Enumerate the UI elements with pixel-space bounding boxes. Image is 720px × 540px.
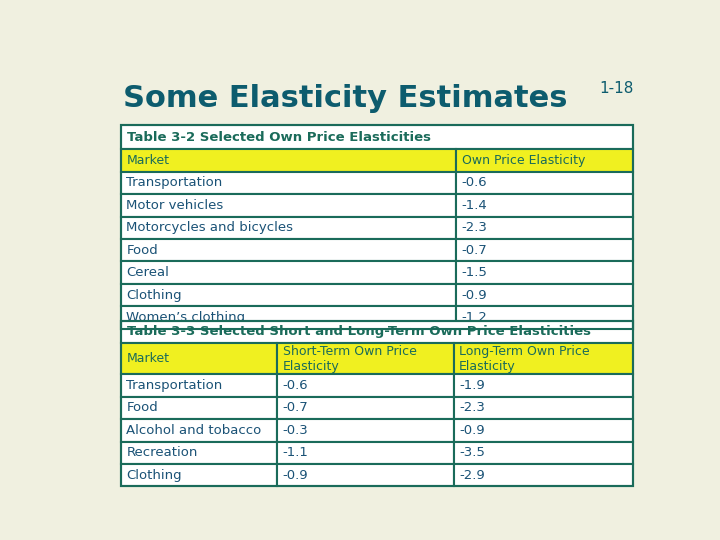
Text: Alcohol and tobacco: Alcohol and tobacco [126, 424, 261, 437]
Text: -0.7: -0.7 [462, 244, 487, 256]
Bar [456, 194, 633, 217]
Text: -1.4: -1.4 [462, 199, 487, 212]
Bar [454, 374, 633, 396]
Text: -1.9: -1.9 [459, 379, 485, 392]
Bar [456, 284, 633, 306]
Text: 1-18: 1-18 [600, 82, 634, 97]
Bar [277, 343, 454, 374]
Text: Clothing: Clothing [126, 469, 182, 482]
Bar [277, 442, 454, 464]
Bar [121, 442, 277, 464]
Bar [456, 261, 633, 284]
Text: -0.6: -0.6 [462, 177, 487, 190]
Text: Short-Term Own Price
Elasticity: Short-Term Own Price Elasticity [282, 345, 416, 373]
Bar [454, 464, 633, 487]
Bar [456, 217, 633, 239]
Text: -1.5: -1.5 [462, 266, 487, 279]
Bar [456, 149, 633, 172]
Text: Food: Food [126, 244, 158, 256]
Bar [121, 149, 456, 172]
Bar [277, 464, 454, 487]
Bar [121, 321, 633, 343]
Text: -0.9: -0.9 [459, 424, 485, 437]
Bar [121, 419, 277, 442]
Bar [277, 374, 454, 396]
Text: -2.9: -2.9 [459, 469, 485, 482]
Text: Market: Market [126, 352, 169, 365]
Bar [456, 239, 633, 261]
Text: Food: Food [126, 401, 158, 414]
Text: Cereal: Cereal [126, 266, 169, 279]
Text: Women’s clothing: Women’s clothing [126, 311, 246, 324]
Text: -2.3: -2.3 [459, 401, 485, 414]
Bar [121, 125, 633, 149]
Text: Recreation: Recreation [126, 446, 198, 459]
Text: -2.3: -2.3 [462, 221, 487, 234]
Bar [456, 306, 633, 329]
Text: -1.2: -1.2 [462, 311, 487, 324]
Bar [454, 442, 633, 464]
Text: Table 3-3 Selected Short and Long-Term Own Price Elasticities: Table 3-3 Selected Short and Long-Term O… [127, 325, 591, 338]
Bar [121, 125, 633, 329]
Bar [121, 261, 456, 284]
Text: -1.1: -1.1 [282, 446, 308, 459]
Text: Motorcycles and bicycles: Motorcycles and bicycles [126, 221, 293, 234]
Bar [121, 343, 277, 374]
Bar [121, 306, 456, 329]
Bar [277, 419, 454, 442]
Text: -0.3: -0.3 [282, 424, 308, 437]
Bar [121, 217, 456, 239]
Bar [121, 284, 456, 306]
Bar [121, 172, 456, 194]
Bar [121, 239, 456, 261]
Text: Motor vehicles: Motor vehicles [126, 199, 223, 212]
Text: Own Price Elasticity: Own Price Elasticity [462, 154, 585, 167]
Text: Table 3-2 Selected Own Price Elasticities: Table 3-2 Selected Own Price Elasticitie… [127, 131, 431, 144]
Bar [277, 396, 454, 419]
Bar [454, 343, 633, 374]
Text: Transportation: Transportation [126, 379, 222, 392]
Bar [454, 419, 633, 442]
Text: -3.5: -3.5 [459, 446, 485, 459]
Bar [121, 464, 277, 487]
Text: -0.9: -0.9 [282, 469, 308, 482]
Bar [121, 396, 277, 419]
Text: -0.9: -0.9 [462, 289, 487, 302]
Bar [121, 194, 456, 217]
Bar [121, 321, 633, 487]
Bar [454, 396, 633, 419]
Text: -0.6: -0.6 [282, 379, 308, 392]
Bar [121, 374, 277, 396]
Text: Clothing: Clothing [126, 289, 182, 302]
Text: Transportation: Transportation [126, 177, 222, 190]
Text: -0.7: -0.7 [282, 401, 308, 414]
Bar [456, 172, 633, 194]
Text: Market: Market [126, 154, 169, 167]
Text: Long-Term Own Price
Elasticity: Long-Term Own Price Elasticity [459, 345, 590, 373]
Text: Some Elasticity Estimates: Some Elasticity Estimates [124, 84, 568, 112]
